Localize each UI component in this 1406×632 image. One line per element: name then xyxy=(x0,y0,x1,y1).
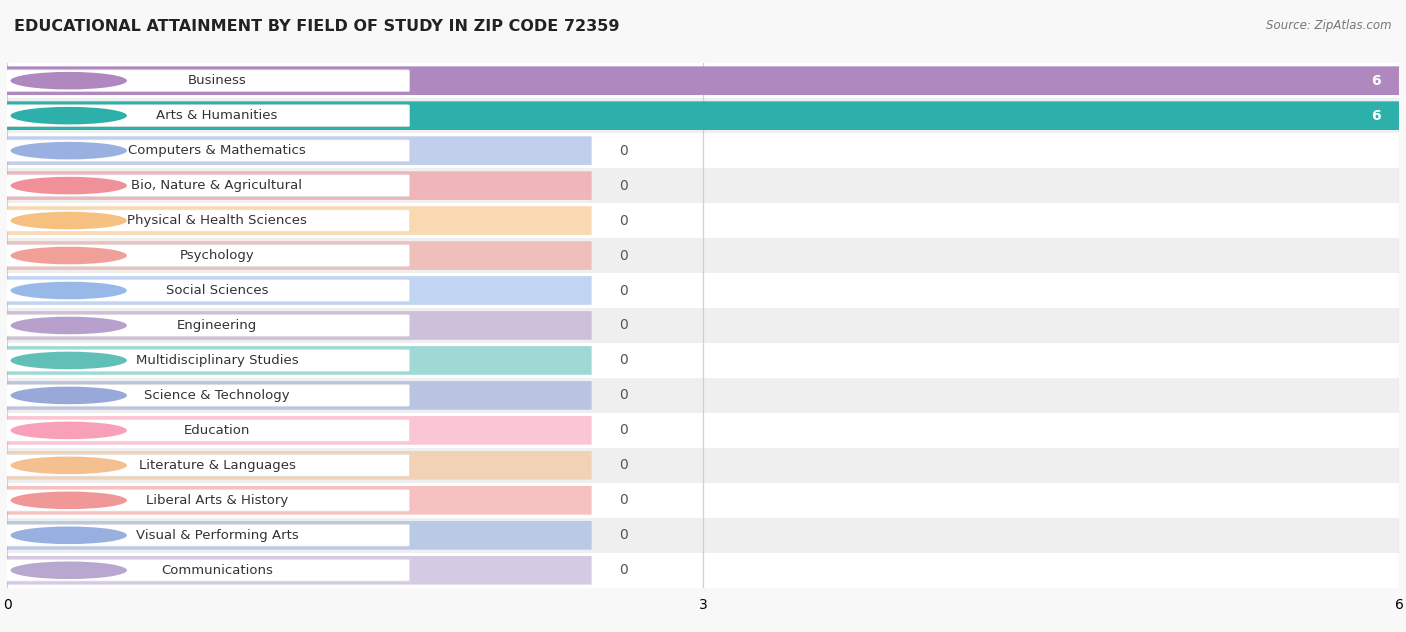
Text: 0: 0 xyxy=(620,389,628,403)
Text: Education: Education xyxy=(184,424,250,437)
Circle shape xyxy=(10,561,127,579)
FancyBboxPatch shape xyxy=(7,416,592,445)
Circle shape xyxy=(10,177,127,195)
Bar xyxy=(7,168,1399,203)
FancyBboxPatch shape xyxy=(6,454,409,476)
Text: Engineering: Engineering xyxy=(177,319,257,332)
FancyBboxPatch shape xyxy=(7,451,592,480)
Bar xyxy=(7,238,1399,273)
Circle shape xyxy=(10,282,127,300)
Circle shape xyxy=(10,317,127,334)
Text: Visual & Performing Arts: Visual & Performing Arts xyxy=(135,529,298,542)
Text: Bio, Nature & Agricultural: Bio, Nature & Agricultural xyxy=(132,179,302,192)
FancyBboxPatch shape xyxy=(7,486,592,514)
Text: 0: 0 xyxy=(620,458,628,472)
Text: Liberal Arts & History: Liberal Arts & History xyxy=(146,494,288,507)
Bar xyxy=(7,98,1399,133)
Circle shape xyxy=(10,492,127,509)
Text: Business: Business xyxy=(187,74,246,87)
Circle shape xyxy=(10,212,127,229)
Bar xyxy=(7,378,1399,413)
Bar xyxy=(7,413,1399,448)
FancyBboxPatch shape xyxy=(7,137,592,165)
Text: 6: 6 xyxy=(1371,74,1381,88)
Circle shape xyxy=(10,142,127,159)
Circle shape xyxy=(10,351,127,369)
FancyBboxPatch shape xyxy=(7,101,1399,130)
FancyBboxPatch shape xyxy=(6,559,409,581)
FancyBboxPatch shape xyxy=(6,70,409,92)
Circle shape xyxy=(10,387,127,404)
FancyBboxPatch shape xyxy=(6,315,409,336)
FancyBboxPatch shape xyxy=(7,311,592,340)
Text: Literature & Languages: Literature & Languages xyxy=(139,459,295,472)
Text: 0: 0 xyxy=(620,563,628,577)
FancyBboxPatch shape xyxy=(7,66,1399,95)
Text: Social Sciences: Social Sciences xyxy=(166,284,269,297)
FancyBboxPatch shape xyxy=(7,381,592,410)
Text: 0: 0 xyxy=(620,284,628,298)
Text: Arts & Humanities: Arts & Humanities xyxy=(156,109,277,122)
Text: Communications: Communications xyxy=(162,564,273,577)
Circle shape xyxy=(10,526,127,544)
FancyBboxPatch shape xyxy=(6,385,409,406)
Circle shape xyxy=(10,422,127,439)
FancyBboxPatch shape xyxy=(7,556,592,585)
Circle shape xyxy=(10,72,127,90)
Text: Science & Technology: Science & Technology xyxy=(145,389,290,402)
Text: EDUCATIONAL ATTAINMENT BY FIELD OF STUDY IN ZIP CODE 72359: EDUCATIONAL ATTAINMENT BY FIELD OF STUDY… xyxy=(14,19,620,34)
Bar xyxy=(7,343,1399,378)
FancyBboxPatch shape xyxy=(7,521,592,550)
FancyBboxPatch shape xyxy=(7,241,592,270)
Circle shape xyxy=(10,456,127,474)
Text: 0: 0 xyxy=(620,248,628,262)
Text: Source: ZipAtlas.com: Source: ZipAtlas.com xyxy=(1267,19,1392,32)
Text: 0: 0 xyxy=(620,528,628,542)
Text: 0: 0 xyxy=(620,143,628,157)
FancyBboxPatch shape xyxy=(6,280,409,301)
FancyBboxPatch shape xyxy=(6,175,409,197)
FancyBboxPatch shape xyxy=(7,346,592,375)
Circle shape xyxy=(10,107,127,125)
FancyBboxPatch shape xyxy=(7,276,592,305)
Text: 0: 0 xyxy=(620,319,628,332)
FancyBboxPatch shape xyxy=(6,490,409,511)
FancyBboxPatch shape xyxy=(6,245,409,266)
Text: Physical & Health Sciences: Physical & Health Sciences xyxy=(127,214,307,227)
FancyBboxPatch shape xyxy=(6,349,409,371)
Text: 0: 0 xyxy=(620,423,628,437)
Bar xyxy=(7,63,1399,98)
Bar xyxy=(7,483,1399,518)
FancyBboxPatch shape xyxy=(7,206,592,235)
Circle shape xyxy=(10,246,127,264)
Text: 0: 0 xyxy=(620,353,628,367)
FancyBboxPatch shape xyxy=(7,171,592,200)
FancyBboxPatch shape xyxy=(6,420,409,441)
FancyBboxPatch shape xyxy=(6,525,409,546)
Text: 6: 6 xyxy=(1371,109,1381,123)
Bar xyxy=(7,273,1399,308)
Text: Multidisciplinary Studies: Multidisciplinary Studies xyxy=(135,354,298,367)
Text: Computers & Mathematics: Computers & Mathematics xyxy=(128,144,307,157)
Bar xyxy=(7,203,1399,238)
Text: 0: 0 xyxy=(620,214,628,228)
Text: Psychology: Psychology xyxy=(180,249,254,262)
Bar xyxy=(7,518,1399,553)
FancyBboxPatch shape xyxy=(6,210,409,231)
Text: 0: 0 xyxy=(620,179,628,193)
Bar xyxy=(7,308,1399,343)
Bar xyxy=(7,133,1399,168)
FancyBboxPatch shape xyxy=(6,140,409,161)
Bar xyxy=(7,553,1399,588)
FancyBboxPatch shape xyxy=(6,105,409,126)
Bar xyxy=(7,448,1399,483)
Text: 0: 0 xyxy=(620,494,628,507)
